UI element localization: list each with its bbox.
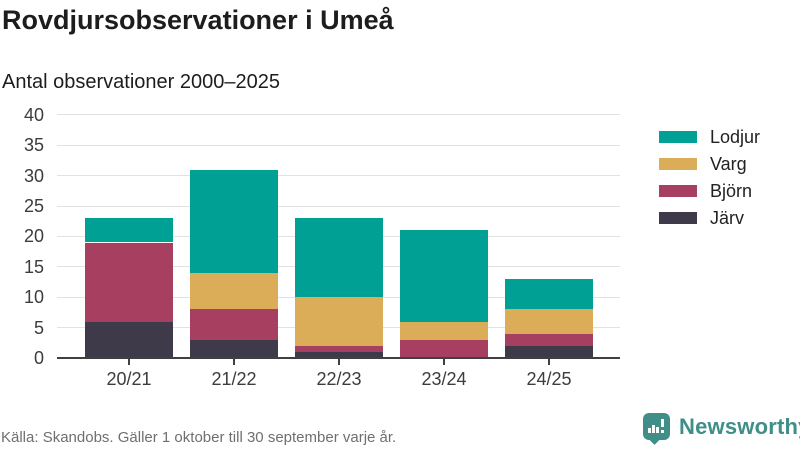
y-tick-label-10: 10 — [23, 287, 44, 308]
gridline-35 — [57, 144, 620, 146]
legend-item-lodjur: Lodjur — [659, 127, 761, 147]
legend-swatch-bjorn — [659, 185, 697, 197]
legend-label-bjorn: Björn — [710, 181, 753, 201]
bar-segment-22-23-jarv — [295, 351, 383, 358]
bar-segment-21-22-varg — [190, 272, 278, 310]
y-tick-label-40: 40 — [23, 104, 44, 125]
legend-item-bjorn: Björn — [659, 181, 760, 201]
bar-segment-22-23-varg — [295, 297, 383, 346]
legend-swatch-lodjur — [659, 131, 697, 143]
page-title: Rovdjursobservationer i Umeå — [2, 5, 394, 35]
bar-segment-23-24-varg — [400, 321, 488, 340]
legend-swatch-varg — [659, 158, 697, 170]
legend-item-jarv: Järv — [659, 208, 760, 228]
bar-segment-24-25-lodjur — [505, 278, 593, 310]
legend-label-jarv: Järv — [710, 208, 745, 228]
chart-subtitle: Antal observationer 2000–2025 — [2, 71, 280, 93]
newsworthy-logo[interactable]: Newsworthy — [643, 411, 800, 449]
y-axis: 0 5 10 15 20 25 30 35 40 — [0, 104, 44, 368]
x-tick-label-24-25: 24/25 — [526, 369, 572, 389]
y-tick-label-25: 25 — [23, 196, 44, 216]
gridline-25 — [57, 205, 620, 207]
x-tick-label-23-24: 23/24 — [421, 369, 467, 389]
gridline-30 — [57, 175, 620, 177]
x-tick-label-22-23: 22/23 — [316, 369, 362, 389]
legend-item-varg: Varg — [659, 154, 760, 174]
x-tick-20-21 — [128, 358, 130, 365]
x-tick-21-22 — [233, 358, 235, 365]
y-tick-label-5: 5 — [33, 317, 44, 338]
bar-segment-23-24-lodjur — [400, 230, 488, 322]
legend-label-lodjur: Lodjur — [710, 127, 761, 147]
y-tick-label-0: 0 — [33, 348, 44, 368]
x-tick-23-24 — [443, 358, 445, 365]
source-note: Källa: Skandobs. Gäller 1 oktober till 3… — [1, 429, 397, 446]
bar-segment-24-25-jarv — [505, 345, 593, 358]
bar-segment-21-22-lodjur — [190, 169, 278, 273]
newsworthy-chart-bubble-icon — [643, 413, 670, 445]
y-tick-label-35: 35 — [23, 135, 44, 156]
x-tick-label-20-21: 20/21 — [106, 369, 152, 389]
bar-segment-20-21-jarv — [85, 321, 173, 358]
bar-segment-24-25-bjorn — [505, 333, 593, 346]
x-tick-24-25 — [548, 358, 550, 365]
legend-swatch-jarv — [659, 212, 697, 224]
legend-label-varg: Varg — [710, 154, 747, 174]
x-tick-22-23 — [338, 358, 340, 365]
x-tick-label-21-22: 21/22 — [211, 369, 257, 389]
bar-segment-20-21-bjorn — [85, 242, 173, 322]
legend: Lodjur Varg Björn Järv — [659, 127, 761, 239]
plot-area: 20/21 21/22 22/23 23/24 24/25 — [57, 108, 620, 389]
bar-segment-22-23-bjorn — [295, 345, 383, 352]
y-tick-label-20: 20 — [23, 226, 44, 247]
bar-segment-20-21-lodjur — [85, 218, 173, 243]
gridline-40 — [57, 114, 620, 116]
bar-segment-22-23-lodjur — [295, 218, 383, 298]
bar-segment-21-22-bjorn — [190, 309, 278, 340]
y-tick-label-30: 30 — [23, 165, 44, 186]
bar-segment-23-24-bjorn — [400, 339, 488, 358]
brand-name: Newsworthy — [679, 414, 800, 439]
y-tick-label-15: 15 — [23, 256, 44, 277]
bar-segment-24-25-varg — [505, 309, 593, 334]
bar-segment-21-22-jarv — [190, 339, 278, 358]
gridline-10 — [57, 296, 620, 298]
